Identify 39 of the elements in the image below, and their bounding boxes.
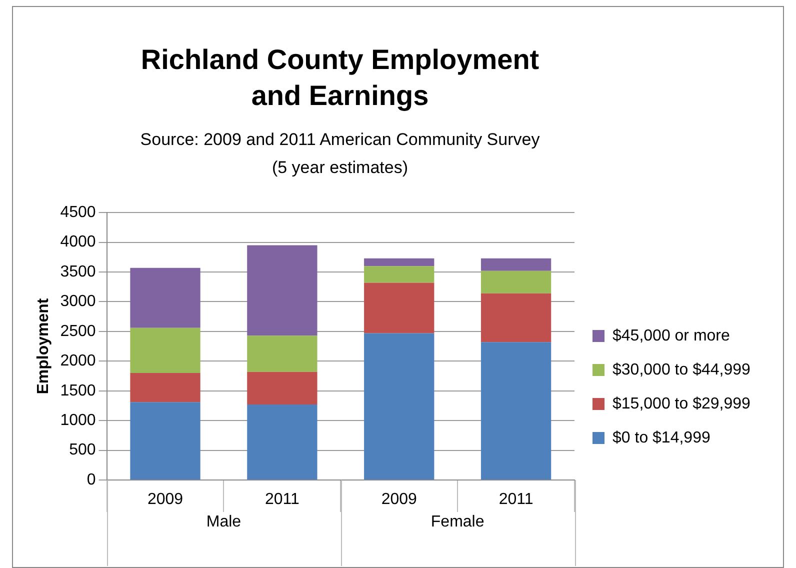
- chart-title: Richland County Employment and Earnings: [140, 43, 540, 113]
- legend-label: $30,000 to $44,999: [612, 361, 751, 378]
- y-tick-label: 0: [86, 471, 96, 488]
- bar: [247, 336, 318, 372]
- bar: [247, 245, 318, 336]
- y-tick-label: 1500: [60, 382, 96, 400]
- bar: [480, 342, 552, 480]
- x-tick-label: 2009: [381, 491, 418, 508]
- legend-label: $45,000 or more: [612, 327, 730, 344]
- bar: [364, 266, 434, 283]
- x-tick-label: 2011: [264, 491, 300, 508]
- y-tick-label: 4500: [60, 204, 96, 222]
- text: Female: [430, 513, 484, 530]
- legend-label: $0 to $14,999: [612, 429, 710, 446]
- bar: [130, 328, 200, 374]
- bar: [247, 404, 318, 480]
- chart-subtitle: Source: 2009 and 2011 American Community Survey (5 year estimates): [140, 129, 540, 179]
- bar: [364, 333, 434, 480]
- y-tick-label: 2000: [60, 352, 96, 370]
- bar: [480, 258, 552, 271]
- y-axis-title: Employment: [35, 298, 52, 394]
- bar: [130, 373, 200, 402]
- y-tick-label: 500: [69, 442, 96, 459]
- y-tick-label: 1000: [60, 412, 96, 429]
- bar: [364, 258, 434, 266]
- legend-label: $15,000 to $29,999: [612, 395, 751, 412]
- bar: [364, 282, 434, 334]
- y-tick-label: 2500: [60, 322, 96, 340]
- bar: [130, 402, 200, 480]
- text: Male: [206, 513, 242, 530]
- bar: [130, 268, 200, 328]
- bar: [480, 270, 552, 294]
- x-tick-label: 2011: [498, 491, 534, 508]
- bar: [480, 293, 552, 342]
- y-tick-label: 4000: [60, 234, 96, 251]
- bar: [247, 372, 318, 405]
- x-tick-label: 2009: [147, 491, 184, 508]
- y-tick-label: 3500: [60, 263, 96, 280]
- y-tick-label: 3000: [60, 293, 96, 310]
